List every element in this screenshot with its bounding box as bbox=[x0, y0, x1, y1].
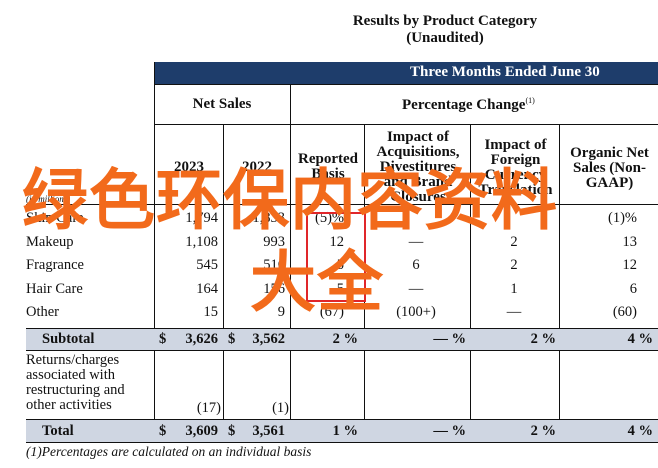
row-v2023: 545 bbox=[196, 257, 218, 273]
row-label: Skin Care bbox=[26, 210, 84, 226]
total-2022: 3,561 bbox=[252, 423, 285, 439]
returns-label-3: restructuring and bbox=[26, 382, 125, 398]
returns-label-2: associated with bbox=[26, 367, 115, 383]
net-sales-header: Net Sales bbox=[192, 96, 252, 112]
total-fx: 2 % bbox=[530, 423, 556, 439]
highlight-box bbox=[306, 212, 366, 302]
row-label: Fragrance bbox=[26, 257, 84, 273]
row-label: Hair Care bbox=[26, 281, 83, 297]
row-acq: (100+) bbox=[396, 304, 436, 320]
row-v2023: 1,108 bbox=[185, 234, 218, 250]
row-reported: 12 bbox=[329, 234, 345, 250]
col-fx: Impact of Foreign Currency Translation bbox=[478, 137, 553, 198]
row-organic: (1)% bbox=[608, 210, 637, 226]
returns-2023: (17) bbox=[196, 400, 221, 416]
report-subtitle: (Unaudited) bbox=[406, 30, 484, 46]
period-header-band bbox=[154, 62, 658, 84]
subtotal-acq: — % bbox=[433, 331, 466, 347]
row-reported: 5 bbox=[336, 281, 344, 297]
subtotal-label: Subtotal bbox=[42, 331, 95, 347]
total-acq: — % bbox=[433, 423, 466, 439]
row-reported: 5 bbox=[336, 257, 344, 273]
row-v2022: 516 bbox=[263, 257, 285, 273]
row-v2022: 156 bbox=[263, 281, 285, 297]
col-2022: 2022 bbox=[242, 159, 272, 175]
row-organic: 12 bbox=[622, 257, 638, 273]
total-dollar-2023: $ bbox=[159, 423, 167, 439]
subtotal-row bbox=[26, 328, 658, 350]
row-acq: — bbox=[408, 281, 424, 297]
subtotal-reported: 2 % bbox=[332, 331, 358, 347]
col-reported: Reported Basis bbox=[298, 151, 358, 182]
row-v2023: 15 bbox=[203, 304, 219, 320]
period-header: Three Months Ended June 30 bbox=[410, 64, 600, 80]
row-reported: (5)% bbox=[315, 210, 344, 226]
total-2023: 3,609 bbox=[185, 423, 218, 439]
total-label: Total bbox=[42, 423, 74, 439]
footnote: (1)Percentages are calculated on an indi… bbox=[26, 444, 312, 459]
row-label: Other bbox=[26, 304, 60, 320]
row-v2022: 9 bbox=[277, 304, 285, 320]
in-millions-note: (in millions) bbox=[26, 194, 71, 204]
returns-label-4: other activities bbox=[26, 397, 112, 413]
subtotal-dollar-2023: $ bbox=[159, 331, 167, 347]
row-acq: — bbox=[408, 234, 424, 250]
row-v2023: 164 bbox=[196, 281, 218, 297]
row-organic: (60) bbox=[612, 304, 637, 320]
watermark-line-2: 大全 bbox=[250, 244, 384, 321]
row-organic: 13 bbox=[622, 234, 638, 250]
row-fx: — bbox=[506, 304, 522, 320]
subtotal-2023: 3,626 bbox=[185, 331, 218, 347]
col-acquisitions: Impact of Acquisitions, Divestitures and… bbox=[376, 129, 460, 205]
row-organic: 6 bbox=[629, 281, 637, 297]
row-fx: 1 bbox=[510, 281, 518, 297]
col-organic: Organic Net Sales (Non-GAAP) bbox=[570, 145, 649, 191]
total-organic: 4 % bbox=[627, 423, 653, 439]
total-row bbox=[26, 420, 658, 442]
subtotal-2022: 3,562 bbox=[252, 331, 285, 347]
col-2023: 2023 bbox=[174, 159, 204, 175]
total-reported: 1 % bbox=[332, 423, 358, 439]
returns-2022: (1) bbox=[272, 400, 289, 416]
pct-change-header: Percentage Change(1) bbox=[402, 96, 535, 113]
watermark-line-1: 绿色环保内容资料 bbox=[22, 162, 558, 239]
row-acq: 6 bbox=[412, 257, 420, 273]
row-fx: 2 bbox=[510, 257, 518, 273]
returns-label-1: Returns/charges bbox=[26, 352, 120, 368]
row-reported: (67) bbox=[319, 304, 344, 320]
total-dollar-2022: $ bbox=[228, 423, 236, 439]
row-v2022: 1,833 bbox=[252, 210, 285, 226]
row-v2023: 1,794 bbox=[185, 210, 218, 226]
report-title: Results by Product Category bbox=[352, 13, 538, 29]
subtotal-organic: 4 % bbox=[627, 331, 653, 347]
row-label: Makeup bbox=[26, 234, 74, 250]
row-fx: 2 bbox=[510, 234, 518, 250]
row-v2022: 993 bbox=[263, 234, 285, 250]
subtotal-dollar-2022: $ bbox=[228, 331, 236, 347]
subtotal-fx: 2 % bbox=[530, 331, 556, 347]
